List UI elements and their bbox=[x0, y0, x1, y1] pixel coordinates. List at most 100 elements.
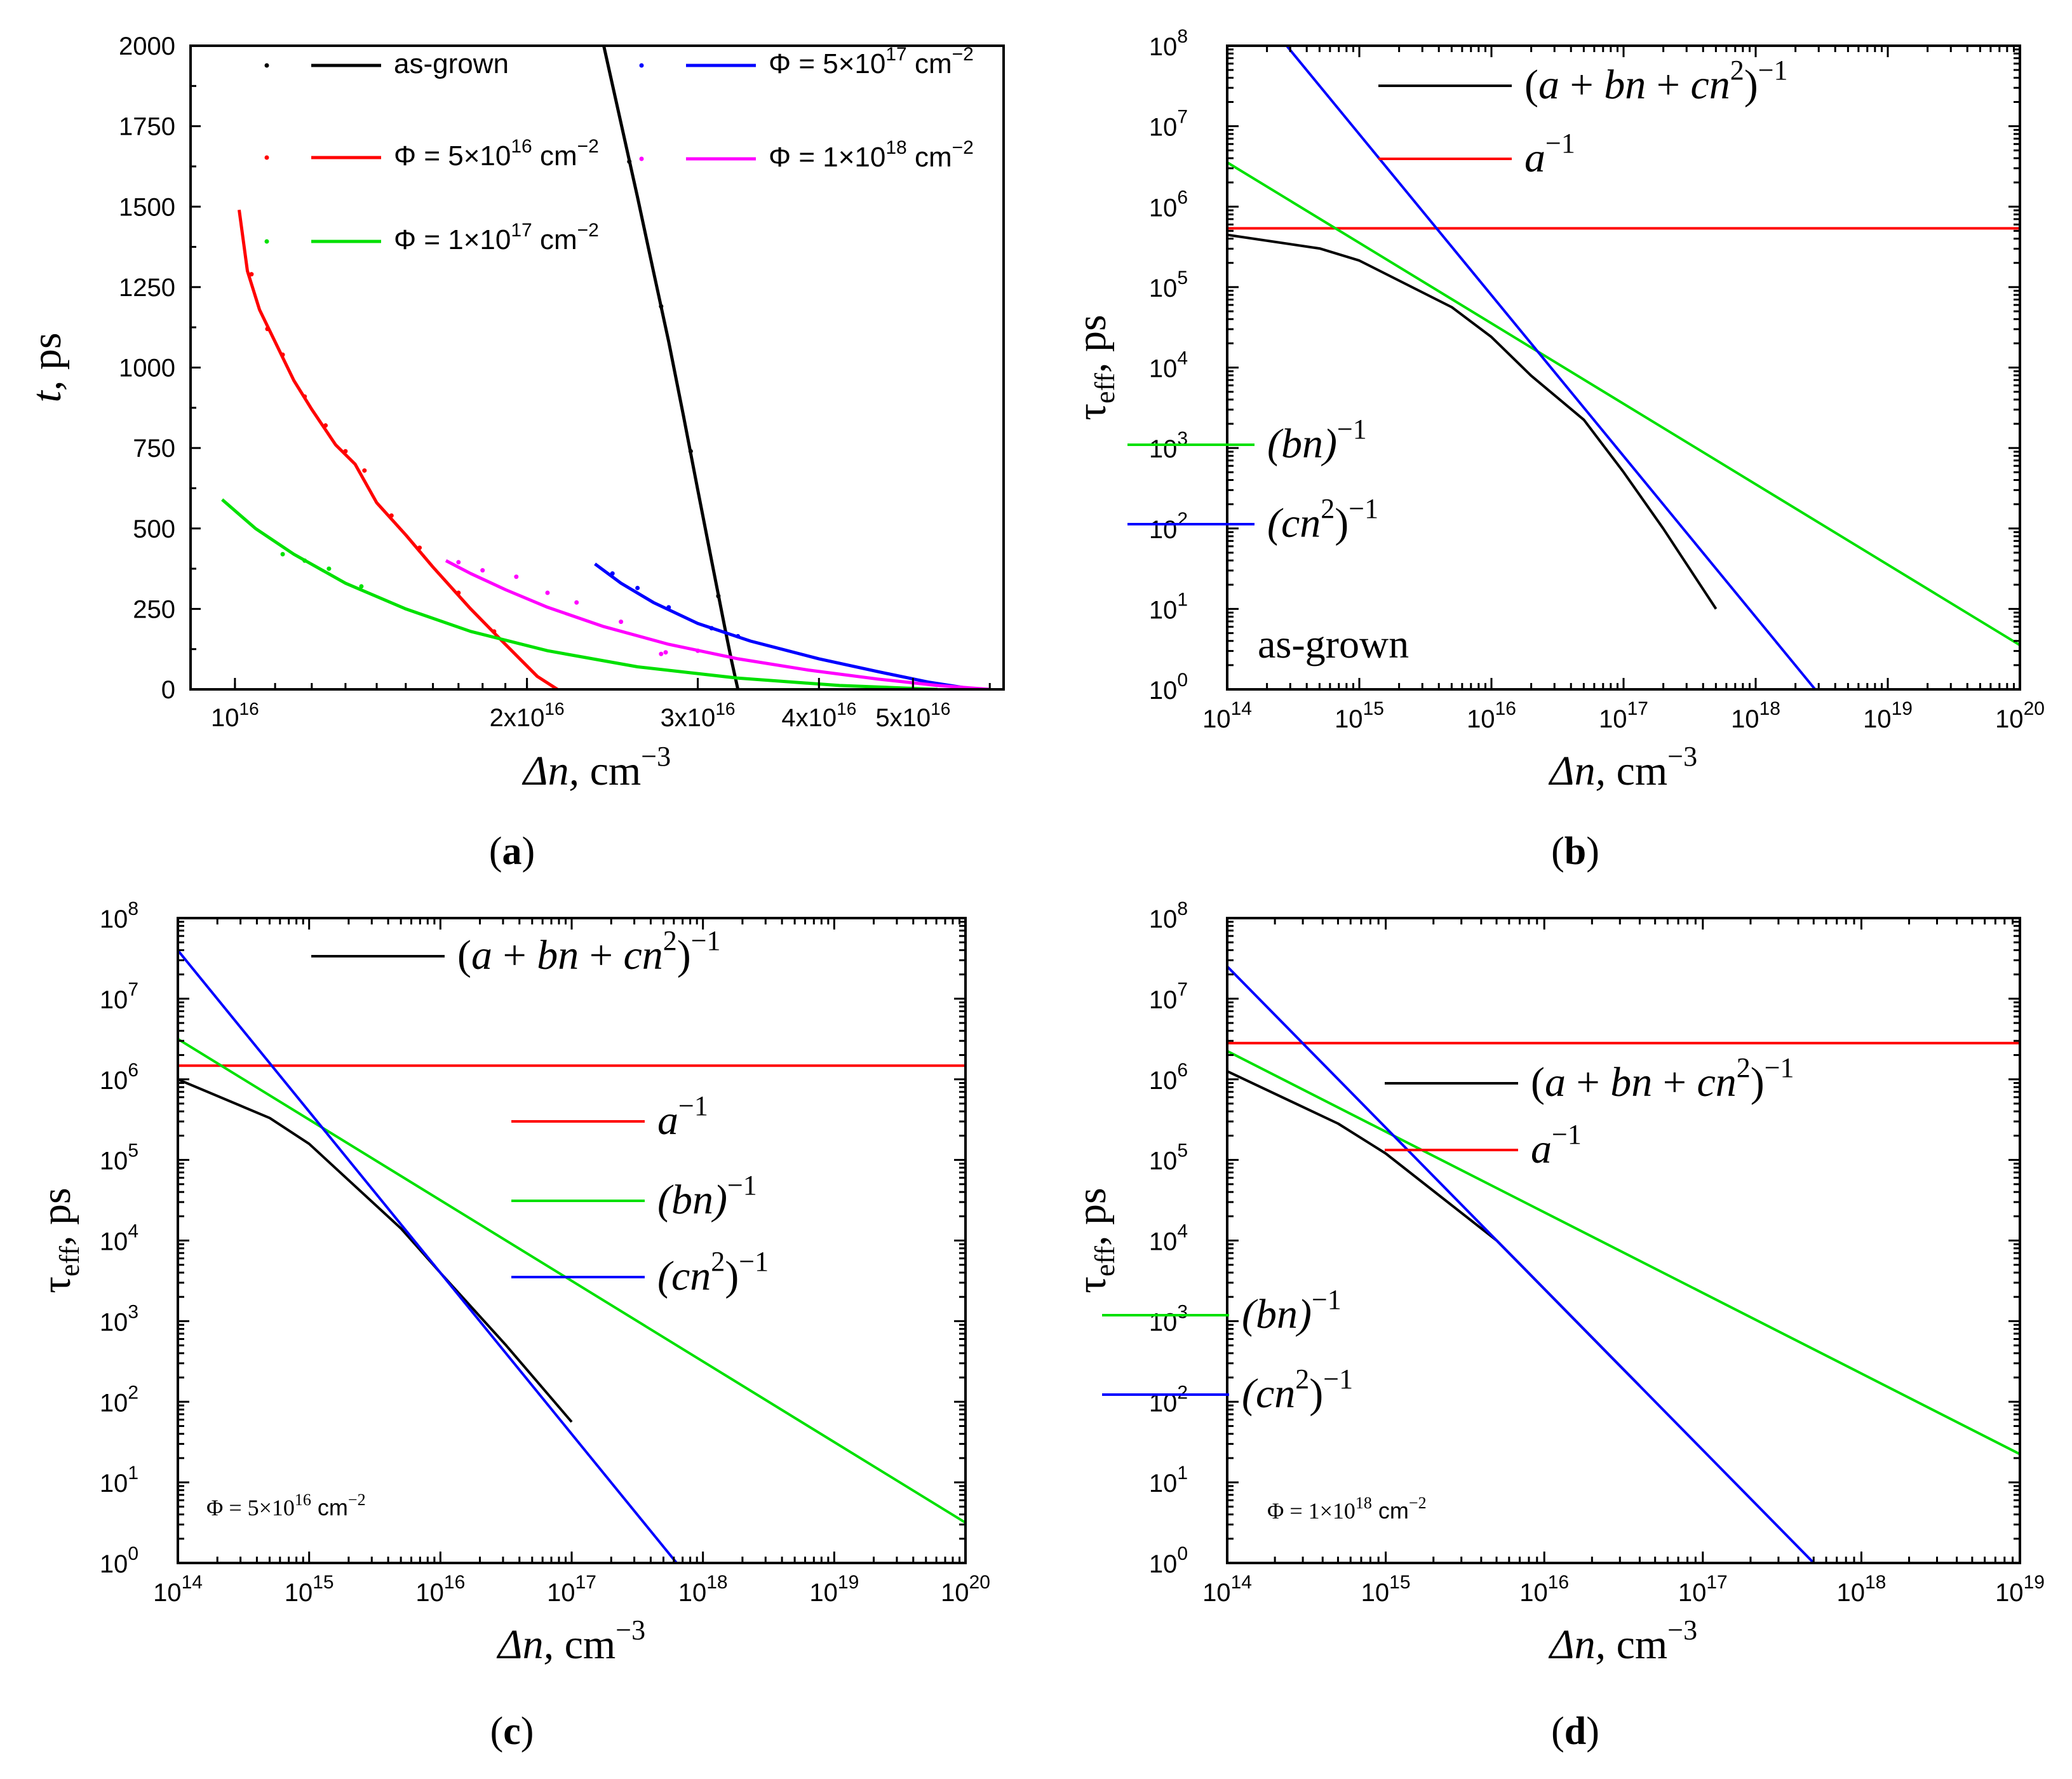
y-tick-label: 102 bbox=[100, 1382, 138, 1417]
data-point-1e17 bbox=[302, 558, 307, 563]
y-tick-exponent: 6 bbox=[128, 1060, 138, 1081]
legend-exponent: −1 bbox=[691, 925, 721, 956]
x-axis-label: Δn, cm−3 bbox=[1548, 741, 1697, 794]
legend-text: as-grown bbox=[394, 48, 509, 79]
y-tick-exponent: 1 bbox=[128, 1463, 138, 1484]
legend-cn: cn bbox=[1697, 1059, 1736, 1106]
y-axis-label-main: τ bbox=[33, 1276, 79, 1294]
annotation-exponent: 18 bbox=[1356, 1494, 1372, 1512]
legend-label-bn: (bn)−1 bbox=[1267, 414, 1367, 467]
x-axis-label: Δn, cm−3 bbox=[496, 1614, 645, 1668]
x-tick-label: 1017 bbox=[1599, 698, 1648, 733]
series-line-cn2 bbox=[178, 949, 678, 1563]
x-tick-label: 1015 bbox=[1335, 698, 1384, 733]
y-tick-exponent: 0 bbox=[1177, 1543, 1188, 1564]
legend-exponent: 2 bbox=[1737, 1052, 1751, 1083]
y-tick-label: 108 bbox=[100, 898, 138, 933]
y-tick-label: 500 bbox=[133, 515, 175, 543]
annotation-text: Φ = 5×10 bbox=[206, 1495, 295, 1520]
legend-paren: ( bbox=[1524, 62, 1538, 108]
y-tick-base: 10 bbox=[100, 1228, 128, 1256]
x-tick-base: 10 bbox=[1335, 705, 1363, 733]
data-point-as-grown bbox=[659, 304, 664, 309]
panel-annotation: Φ = 5×1016 cm−2 bbox=[206, 1491, 366, 1520]
y-tick-exponent: 6 bbox=[1177, 1060, 1188, 1081]
y-tick-exponent: 8 bbox=[1177, 898, 1188, 919]
legend-label-1e18: Φ = 1×1018 cm−2 bbox=[769, 137, 974, 173]
legend-bn: (bn) bbox=[1242, 1291, 1312, 1337]
series-line-bn bbox=[1227, 161, 2020, 647]
y-tick-exponent: 7 bbox=[128, 979, 138, 1000]
annotation-unit: cm bbox=[1372, 1498, 1409, 1524]
y-tick-exponent: 2 bbox=[1177, 509, 1188, 530]
data-point-1e18 bbox=[514, 574, 519, 579]
series-line-1e17 bbox=[221, 498, 938, 689]
y-tick-label: 107 bbox=[1149, 979, 1188, 1014]
x-tick-label: 1014 bbox=[153, 1572, 203, 1607]
x-tick-label: 1014 bbox=[1202, 698, 1252, 733]
y-tick-base: 10 bbox=[1149, 274, 1178, 302]
x-axis-label-main: Δn, bbox=[521, 748, 590, 794]
x-tick-base: 10 bbox=[285, 1579, 313, 1607]
x-axis-label-unit: cm bbox=[565, 1621, 616, 1668]
x-tick-exponent: 18 bbox=[706, 1572, 727, 1593]
x-axis-label-exponent: −3 bbox=[616, 1614, 645, 1646]
data-point-5e16 bbox=[492, 629, 497, 634]
data-point-5e17 bbox=[610, 571, 615, 576]
y-tick-base: 10 bbox=[1149, 435, 1178, 463]
x-tick-exponent: 19 bbox=[1892, 698, 1913, 719]
y-tick-base: 10 bbox=[1149, 1470, 1178, 1498]
y-axis-label: τeff, ps bbox=[1068, 315, 1120, 420]
legend-paren: ( bbox=[1531, 1059, 1545, 1106]
legend-marker-1e17 bbox=[264, 239, 269, 244]
y-tick-base: 10 bbox=[100, 1067, 128, 1095]
x-tick-exponent: 16 bbox=[444, 1572, 465, 1593]
legend-label-bn: (bn)−1 bbox=[657, 1170, 757, 1223]
x-tick-exponent: 15 bbox=[1389, 1572, 1410, 1593]
series-line-5e17 bbox=[594, 562, 976, 689]
y-tick-exponent: 0 bbox=[1177, 670, 1188, 691]
x-tick-mantissa: 10 bbox=[211, 704, 239, 732]
legend-label-as-grown: as-grown bbox=[394, 48, 509, 79]
annotation-text: as-grown bbox=[1258, 621, 1409, 666]
y-axis-label-sub: eff bbox=[1089, 1246, 1120, 1276]
legend-exponent: −2 bbox=[952, 44, 974, 65]
panel-annotation: Φ = 1×1018 cm−2 bbox=[1267, 1494, 1427, 1524]
legend-label-5e17: Φ = 5×1017 cm−2 bbox=[769, 44, 974, 79]
legend-exponent: 16 bbox=[511, 136, 532, 157]
series-line-as-grown bbox=[602, 46, 740, 689]
legend-bn: (bn) bbox=[1267, 421, 1337, 467]
plot-frame bbox=[1226, 917, 2021, 1564]
legend-label-total: (a + bn + cn2)−1 bbox=[1524, 55, 1788, 108]
x-axis-label: Δn, cm−3 bbox=[521, 741, 671, 794]
legend-exponent: 2 bbox=[1730, 55, 1744, 86]
x-axis-label-exponent: −3 bbox=[1667, 741, 1697, 772]
legend-paren: ) bbox=[1744, 62, 1758, 108]
annotation-unit: cm bbox=[311, 1494, 348, 1520]
y-tick-base: 10 bbox=[100, 986, 128, 1014]
series-line-bn bbox=[178, 1038, 965, 1524]
x-tick-base: 10 bbox=[415, 1579, 444, 1607]
legend-cn: (cn bbox=[1242, 1370, 1295, 1417]
legend-bn: (bn) bbox=[657, 1177, 727, 1223]
y-tick-exponent: 3 bbox=[1177, 428, 1188, 449]
x-tick-exponent: 19 bbox=[2024, 1572, 2045, 1593]
x-tick-label: 3x1016 bbox=[661, 699, 736, 732]
data-point-5e16 bbox=[417, 545, 422, 550]
series-line-cn2 bbox=[1227, 965, 1815, 1563]
legend-marker-5e17 bbox=[639, 63, 644, 68]
x-tick-base: 10 bbox=[809, 1579, 838, 1607]
x-tick-label: 1020 bbox=[1995, 698, 2045, 733]
x-tick-exponent: 14 bbox=[1231, 1572, 1252, 1593]
y-tick-label: 108 bbox=[1149, 898, 1188, 933]
x-tick-base: 10 bbox=[1995, 1579, 2024, 1607]
legend-paren: ( bbox=[457, 932, 471, 978]
legend-label-a: a−1 bbox=[1524, 128, 1575, 181]
x-tick-label: 1020 bbox=[941, 1572, 990, 1607]
y-axis-label: τeff, ps bbox=[33, 1187, 85, 1293]
y-tick-label: 101 bbox=[1149, 1463, 1188, 1498]
y-tick-exponent: 2 bbox=[128, 1382, 138, 1403]
x-tick-label: 5x1016 bbox=[875, 699, 950, 732]
x-tick-base: 10 bbox=[1863, 705, 1892, 733]
legend-exponent: −1 bbox=[1337, 414, 1367, 445]
